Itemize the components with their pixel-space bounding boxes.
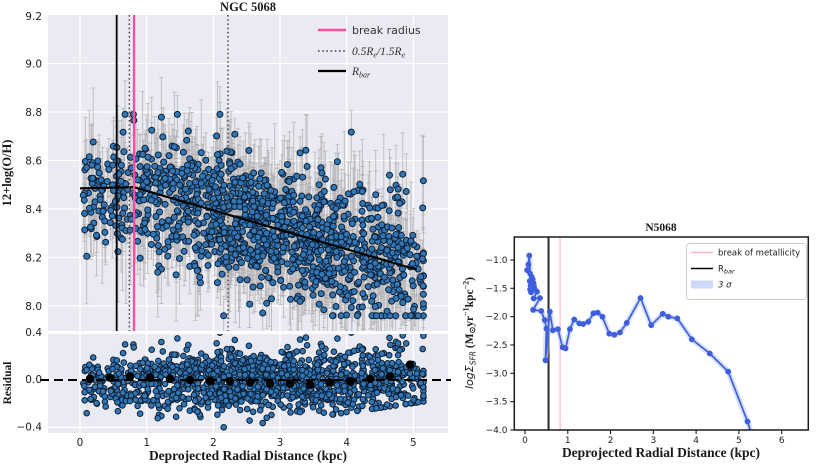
left-tick-labels: 9.2 9.0 8.8 8.6 8.4 8.2 8.0 0.4 0.0 −0.4 0 1 2 3 4 5 (17, 11, 417, 449)
svg-text:8.6: 8.6 (25, 155, 42, 167)
svg-text:0.4: 0.4 (25, 327, 42, 339)
svg-text:6: 6 (779, 436, 785, 446)
residual-binned-means-layer (85, 360, 415, 390)
svg-text:3: 3 (277, 437, 284, 449)
right-x-axis-label: Deprojected Radial Distance (kpc) (562, 445, 760, 460)
metallicity-chart: 9.2 9.0 8.8 8.6 8.4 8.2 8.0 0.4 0.0 −0.4 0 1 2 3 4 5 NG… (0, 0, 451, 463)
right-tick-labels: 0 1 2 3 4 5 6 −1.0 −1.5 −2.0 −2.5 −3.0 −3.5 −4.0 (486, 256, 785, 446)
effective-radius-legend-label: 0.5Re/1.5Re (352, 46, 406, 60)
svg-text:9.2: 9.2 (25, 11, 42, 23)
svg-text:8.4: 8.4 (25, 204, 42, 216)
left-legend: break radius 0.5Re/1.5Re Rbar (318, 24, 421, 80)
svg-text:5: 5 (410, 437, 417, 449)
left-y-axis-label: 12+log(O/H) (0, 140, 14, 207)
svg-text:−2.5: −2.5 (486, 341, 508, 351)
rbar-right-legend-label: Rbar (718, 265, 736, 276)
svg-text:−1.0: −1.0 (486, 256, 508, 266)
sigma-legend-label: 3 σ (718, 281, 732, 291)
right-legend-box (686, 243, 807, 300)
rbar-legend-label: Rbar (351, 66, 371, 80)
svg-text:0.0: 0.0 (25, 374, 42, 386)
svg-text:−1.5: −1.5 (486, 284, 508, 294)
residual-y-axis-label: Residual (2, 362, 14, 405)
svg-text:−4.0: −4.0 (486, 426, 508, 436)
break-radius-legend-label: break radius (352, 24, 421, 37)
svg-text:0: 0 (77, 437, 84, 449)
svg-text:−2.0: −2.0 (486, 313, 508, 323)
sigma-band-legend-patch (691, 280, 713, 289)
svg-text:0: 0 (522, 436, 528, 446)
left-x-axis-label: Deprojected Radial Distance (kpc) (149, 448, 347, 463)
left-chart-title: NGC 5068 (220, 0, 276, 14)
svg-text:4: 4 (343, 437, 350, 449)
svg-text:3: 3 (650, 436, 656, 446)
svg-text:5: 5 (736, 436, 742, 446)
svg-text:4: 4 (693, 436, 699, 446)
svg-text:8.0: 8.0 (25, 301, 42, 313)
svg-text:8.8: 8.8 (25, 107, 42, 119)
right-legend: break of metallicity Rbar 3 σ (686, 243, 807, 300)
right-y-axis-label: logΣSFR (M⊙yr−1kpc−2) (462, 277, 478, 389)
break-metallicity-legend-label: break of metallicity (718, 249, 800, 259)
right-plot-frame (513, 236, 810, 431)
svg-text:−3.5: −3.5 (486, 398, 508, 408)
sfr-curve-layer (524, 252, 754, 430)
svg-text:2: 2 (608, 436, 614, 446)
svg-text:8.2: 8.2 (25, 252, 42, 264)
sfr-chart: 0 1 2 3 4 5 6 −1.0 −1.5 −2.0 −2.5 −3.0 −3.5 −4.0 N506… (462, 222, 810, 460)
svg-text:2: 2 (210, 437, 217, 449)
svg-text:1: 1 (565, 436, 571, 446)
svg-text:1: 1 (143, 437, 150, 449)
right-chart-title: N5068 (645, 222, 677, 234)
svg-text:−0.4: −0.4 (17, 422, 43, 434)
vertical-lines-layer (115, 15, 229, 331)
svg-text:−3.0: −3.0 (486, 369, 508, 379)
svg-text:9.0: 9.0 (25, 58, 42, 70)
